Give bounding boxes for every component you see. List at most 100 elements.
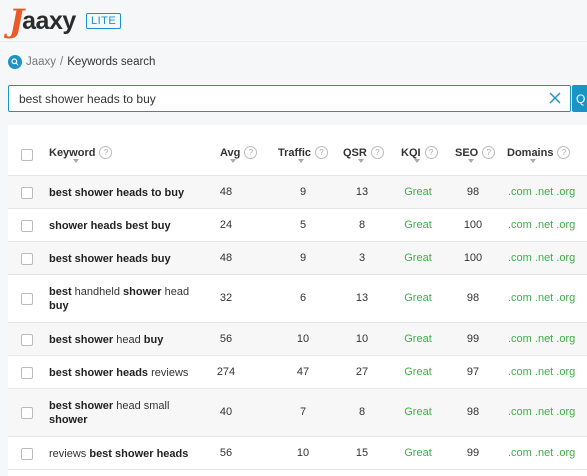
- breadcrumb-separator: /: [60, 56, 64, 68]
- column-label: Avg: [220, 146, 241, 159]
- row-checkbox[interactable]: [21, 447, 33, 460]
- keyword-segment: head: [113, 333, 144, 346]
- logo-text: aaxy: [22, 6, 76, 35]
- table-row[interactable]: best shower heads buy 48 9 3 Great 100 .com .n…: [8, 242, 587, 275]
- keyword-segment: head: [161, 286, 190, 298]
- info-icon[interactable]: ?: [315, 146, 329, 159]
- column-header-seo[interactable]: SEO?: [455, 146, 496, 159]
- cell-kqi: Great: [404, 446, 432, 459]
- cell-kqi: Great: [404, 251, 432, 264]
- search-box: [8, 85, 571, 112]
- keyword-segment: best shower heads buy: [49, 252, 171, 265]
- sort-caret-icon: [358, 159, 364, 163]
- close-icon[interactable]: [548, 91, 562, 105]
- keyword-link[interactable]: best shower heads buy: [49, 252, 199, 266]
- row-checkbox[interactable]: [21, 252, 33, 265]
- keyword-segment: head small: [113, 400, 170, 412]
- cell-traffic: 6: [299, 292, 307, 304]
- sort-caret-icon: [73, 159, 79, 163]
- column-header-keyword[interactable]: Keyword?: [49, 146, 113, 159]
- info-icon[interactable]: ?: [99, 146, 113, 159]
- cell-kqi: Great: [404, 185, 432, 198]
- cell-domains[interactable]: .com .net .org: [508, 446, 576, 459]
- cell-domains[interactable]: .com .net .org: [508, 251, 576, 264]
- column-label: SEO: [455, 146, 479, 159]
- keyword-link[interactable]: best shower head small shower: [49, 399, 199, 427]
- keywords-table: Keyword? Avg? Traffic? QSR? KQI? SEO? Do…: [8, 125, 587, 476]
- cell-seo: 100: [463, 218, 483, 231]
- cell-domains[interactable]: .com .net .org: [508, 365, 576, 378]
- info-icon[interactable]: ?: [482, 146, 496, 159]
- sort-caret-icon: [468, 159, 474, 163]
- cell-traffic: 5: [299, 218, 307, 231]
- table-header: Keyword? Avg? Traffic? QSR? KQI? SEO? Do…: [8, 125, 587, 176]
- cell-qsr: 15: [355, 446, 369, 459]
- row-checkbox[interactable]: [21, 219, 33, 232]
- search-icon: [8, 55, 22, 69]
- cell-seo: 98: [466, 292, 480, 304]
- keyword-link[interactable]: best shower head buy: [49, 333, 199, 347]
- keyword-segment: reviews: [49, 447, 90, 460]
- sort-caret-icon: [530, 159, 536, 163]
- cell-domains[interactable]: .com .net .org: [508, 406, 576, 418]
- column-label: Domains: [507, 146, 554, 159]
- cell-qsr: 27: [355, 365, 369, 378]
- breadcrumb-home-link[interactable]: Jaaxy: [26, 56, 57, 68]
- column-label: QSR: [343, 146, 367, 159]
- table-row[interactable]: best shower heads to buy 48 9 13 Great 98 .com…: [8, 176, 587, 209]
- cell-domains[interactable]: .com .net .org: [508, 292, 576, 304]
- keyword-segment: reviews: [148, 366, 189, 379]
- keyword-link[interactable]: shower heads best buy: [49, 219, 199, 233]
- sort-caret-icon: [414, 159, 420, 163]
- column-header-domains[interactable]: Domains?: [507, 146, 571, 159]
- cell-avg: 274: [216, 365, 236, 378]
- table-row[interactable]: best handheld shower head buy 32 6 13 Great 9…: [8, 275, 587, 323]
- cell-qsr: 3: [358, 251, 366, 264]
- row-checkbox[interactable]: [21, 333, 33, 346]
- keyword-segment: best: [49, 286, 72, 298]
- keyword-link[interactable]: best shower heads reviews: [49, 366, 199, 380]
- header-divider: [0, 41, 587, 42]
- column-header-avg[interactable]: Avg?: [220, 146, 258, 159]
- column-header-qsr[interactable]: QSR?: [343, 146, 384, 159]
- breadcrumb-current: Keywords search: [67, 56, 156, 68]
- search-input[interactable]: [9, 86, 539, 111]
- cell-seo: 98: [466, 185, 480, 198]
- row-checkbox[interactable]: [21, 293, 33, 305]
- keyword-link[interactable]: best shower heads to buy: [49, 186, 199, 200]
- row-checkbox[interactable]: [21, 186, 33, 199]
- cell-domains[interactable]: .com .net .org: [508, 332, 576, 345]
- cell-avg: 40: [219, 406, 233, 418]
- cell-traffic: 7: [299, 406, 307, 418]
- search-button[interactable]: Q: [572, 85, 587, 112]
- table-row[interactable]: reviews best shower heads 56 10 15 Great 99 .c…: [8, 437, 587, 470]
- sort-caret-icon: [298, 159, 304, 163]
- cell-qsr: 13: [355, 185, 369, 198]
- info-icon[interactable]: ?: [244, 146, 258, 159]
- cell-kqi: Great: [404, 292, 432, 304]
- keyword-link[interactable]: best handheld shower head buy: [49, 285, 199, 313]
- row-checkbox[interactable]: [21, 407, 33, 419]
- cell-avg: 48: [219, 251, 233, 264]
- cell-seo: 99: [466, 332, 480, 345]
- column-header-traffic[interactable]: Traffic?: [278, 146, 329, 159]
- keyword-segment: best shower heads: [89, 447, 189, 460]
- table-row[interactable]: best shower head small shower 40 7 8 Great 98…: [8, 389, 587, 437]
- table-row[interactable]: best shower head buy 56 10 10 Great 99 .com .n…: [8, 323, 587, 356]
- info-icon[interactable]: ?: [370, 146, 384, 159]
- keyword-link[interactable]: reviews best shower heads: [49, 447, 199, 461]
- table-row[interactable]: best shower heads reviews 274 47 27 Great 97.…: [8, 356, 587, 389]
- keyword-segment: best shower: [49, 333, 114, 346]
- cell-domains[interactable]: .com .net .org: [508, 218, 576, 231]
- info-icon[interactable]: ?: [557, 146, 571, 159]
- info-icon[interactable]: ?: [424, 146, 438, 159]
- table-row[interactable]: shower heads best buy 24 5 8 Great 100 .com .n…: [8, 209, 587, 242]
- cell-avg: 56: [219, 332, 233, 345]
- select-all-checkbox[interactable]: [21, 149, 33, 161]
- column-header-kqi[interactable]: KQI?: [401, 146, 438, 159]
- cell-domains[interactable]: .com .net .org: [508, 185, 576, 198]
- cell-traffic: 10: [296, 332, 310, 345]
- lite-badge: LITE: [86, 13, 122, 29]
- row-checkbox[interactable]: [21, 366, 33, 379]
